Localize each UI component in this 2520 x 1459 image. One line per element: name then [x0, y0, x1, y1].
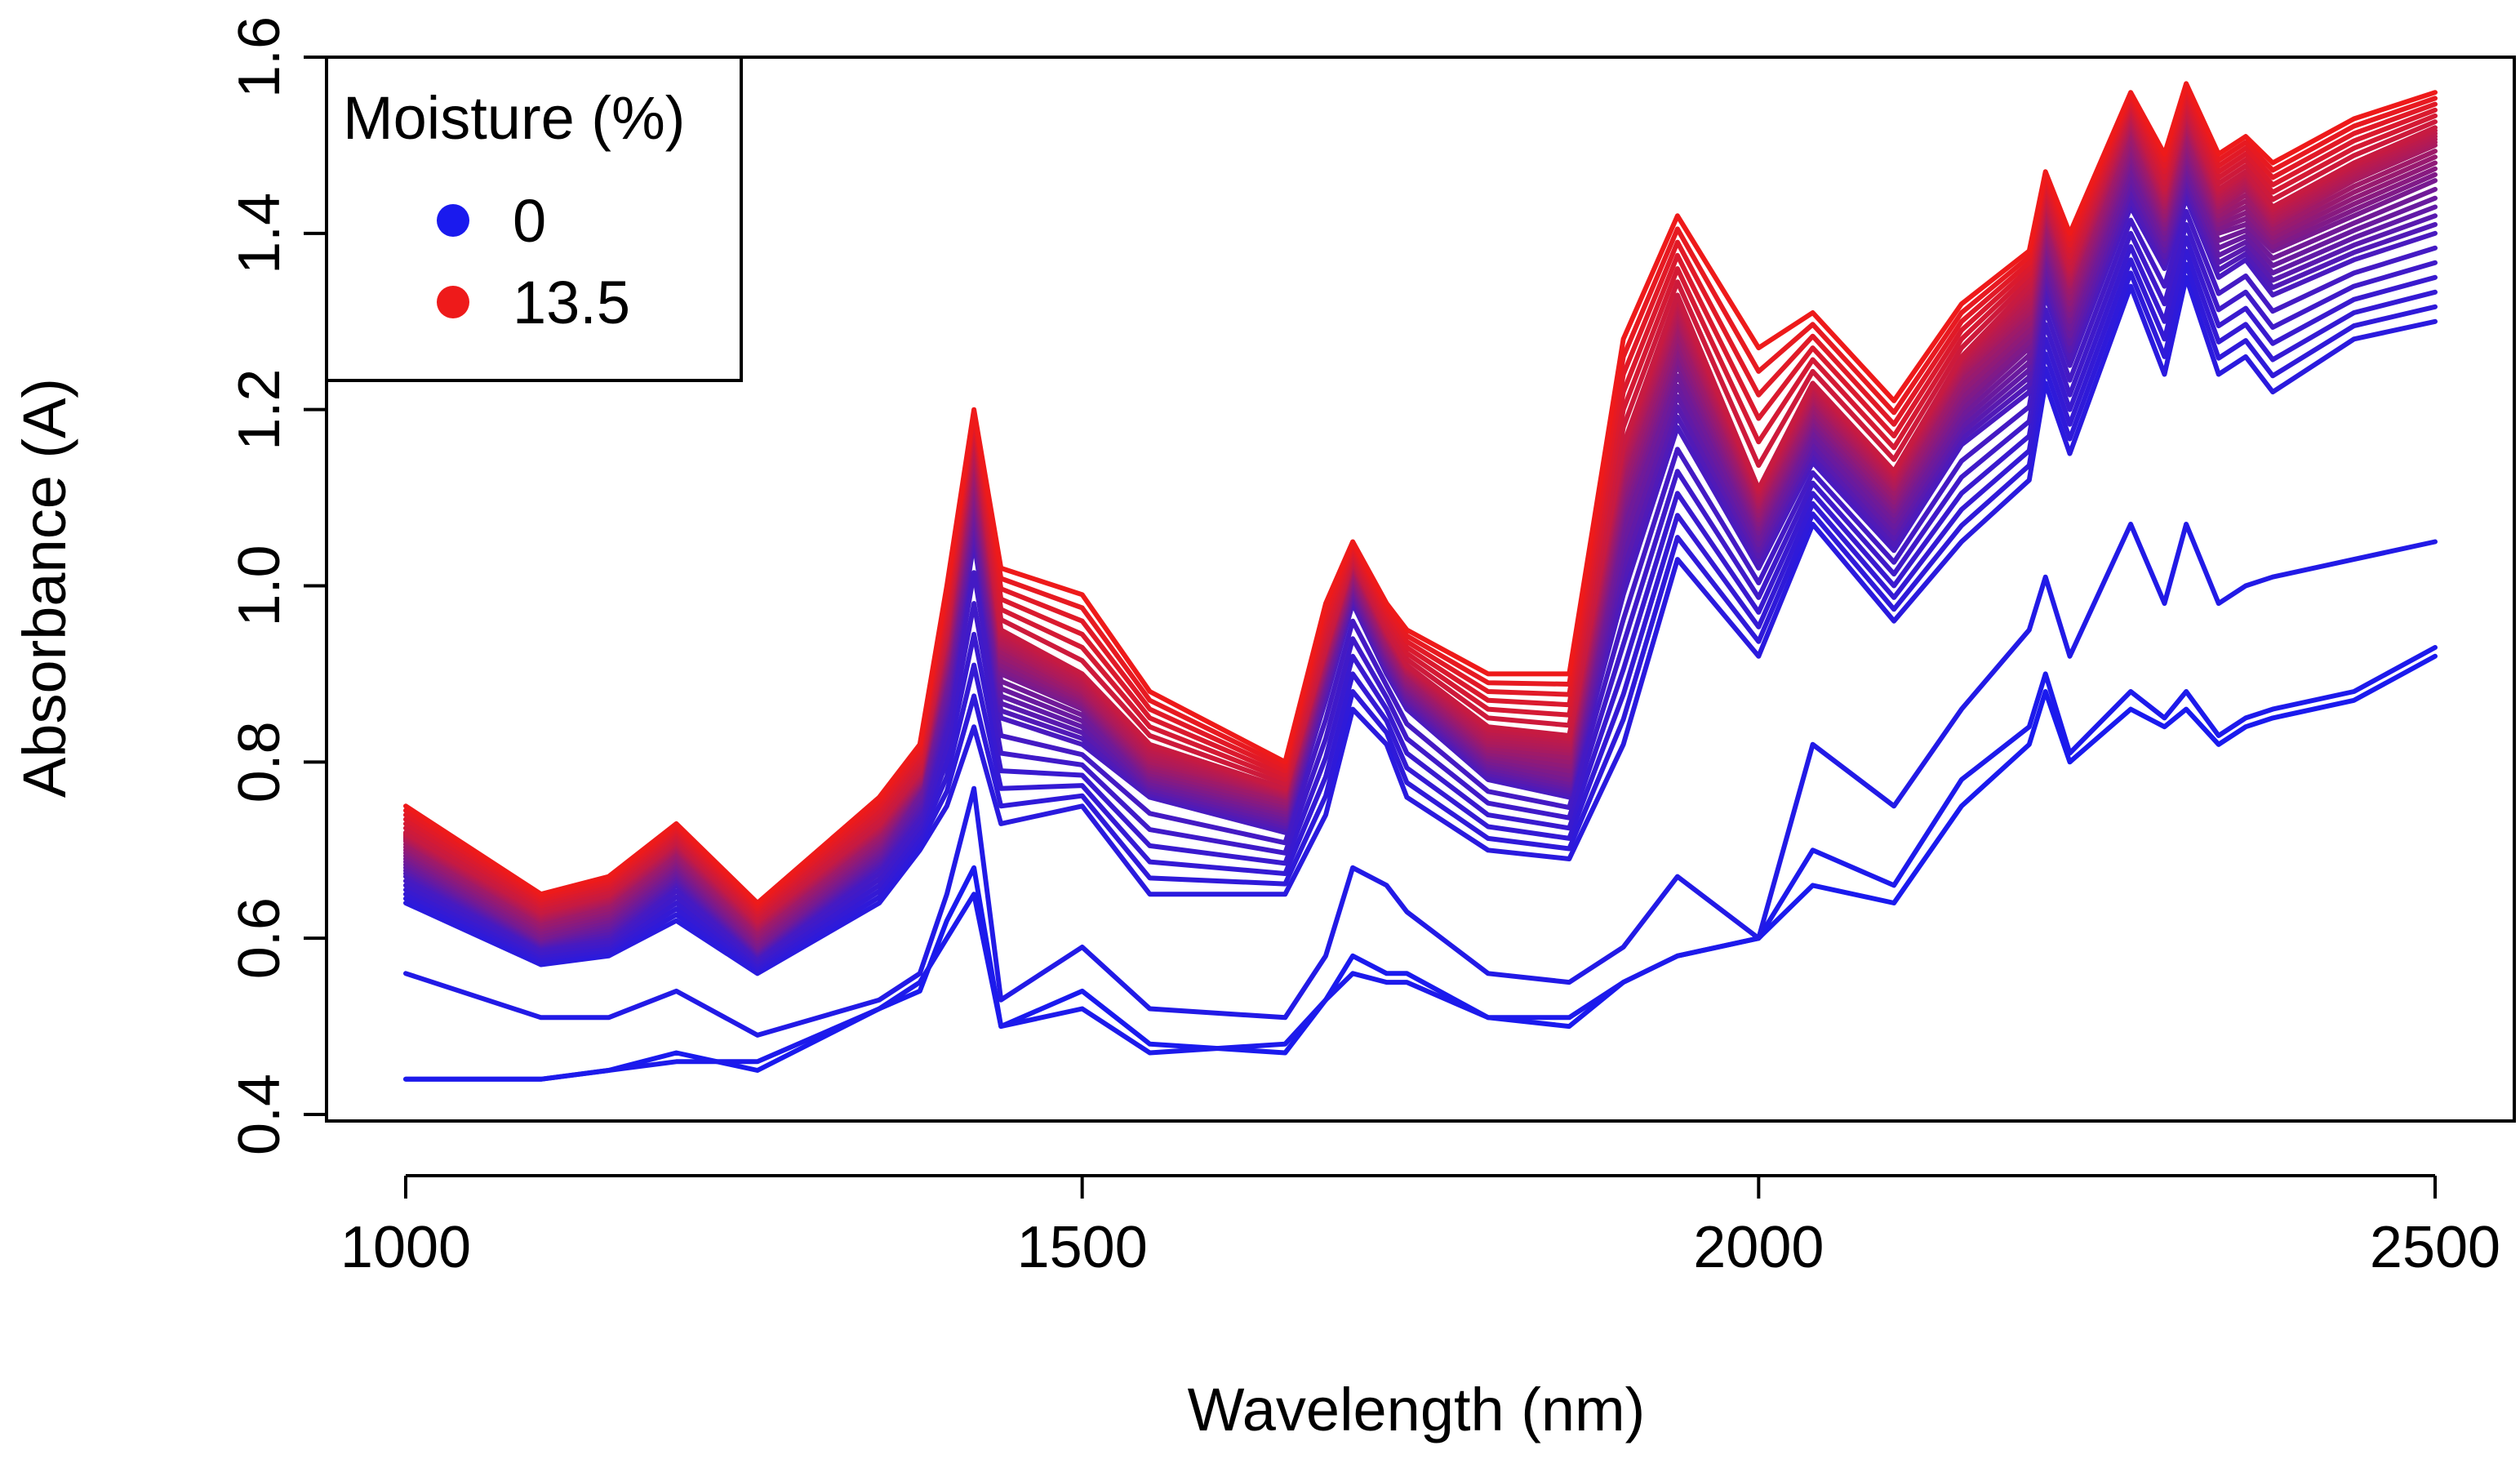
x-tick-label: 2000	[1693, 1215, 1824, 1280]
spectrum-line	[403, 522, 2438, 1038]
y-tick-label: 1.4	[227, 193, 292, 274]
spectrum-line	[403, 208, 2438, 962]
y-tick-label: 1.0	[227, 545, 292, 626]
spectrum-line	[403, 248, 2438, 971]
legend: Moisture (%) 0 13.5	[325, 56, 743, 382]
spectrum-line	[403, 274, 2438, 976]
x-tick-label: 2500	[2370, 1215, 2500, 1280]
y-tick-label: 0.8	[227, 721, 292, 803]
legend-marker-low	[437, 204, 469, 237]
y-axis: 0.4 0.6 0.8 1.0 1.2 1.4 1.6	[227, 16, 327, 1155]
spectrum-line	[403, 222, 2438, 964]
y-axis-title: Absorbance (A)	[11, 378, 78, 798]
spectrum-line	[403, 653, 2438, 1082]
x-tick-label: 1000	[340, 1215, 471, 1280]
legend-box	[325, 56, 743, 382]
plot-frame	[325, 56, 2516, 1123]
legend-marker-high	[437, 286, 469, 318]
spectrum-line	[403, 261, 2438, 973]
x-axis-title: Wavelength (nm)	[1188, 1376, 1646, 1443]
legend-label-high: 13.5	[513, 269, 630, 336]
y-tick-label: 0.4	[227, 1074, 292, 1155]
spectrum-line	[403, 81, 2438, 905]
series-layer	[403, 81, 2438, 1082]
spectrum-line	[403, 235, 2438, 967]
spectrum-line	[403, 645, 2438, 1082]
x-tick-label: 1500	[1017, 1215, 1148, 1280]
y-tick-label: 1.2	[227, 369, 292, 451]
y-tick-label: 1.6	[227, 16, 292, 98]
y-tick-label: 0.6	[227, 897, 292, 979]
legend-title: Moisture (%)	[343, 84, 685, 152]
x-axis: 1000 1500 2000 2500	[340, 1174, 2500, 1280]
legend-label-low: 0	[513, 187, 546, 255]
